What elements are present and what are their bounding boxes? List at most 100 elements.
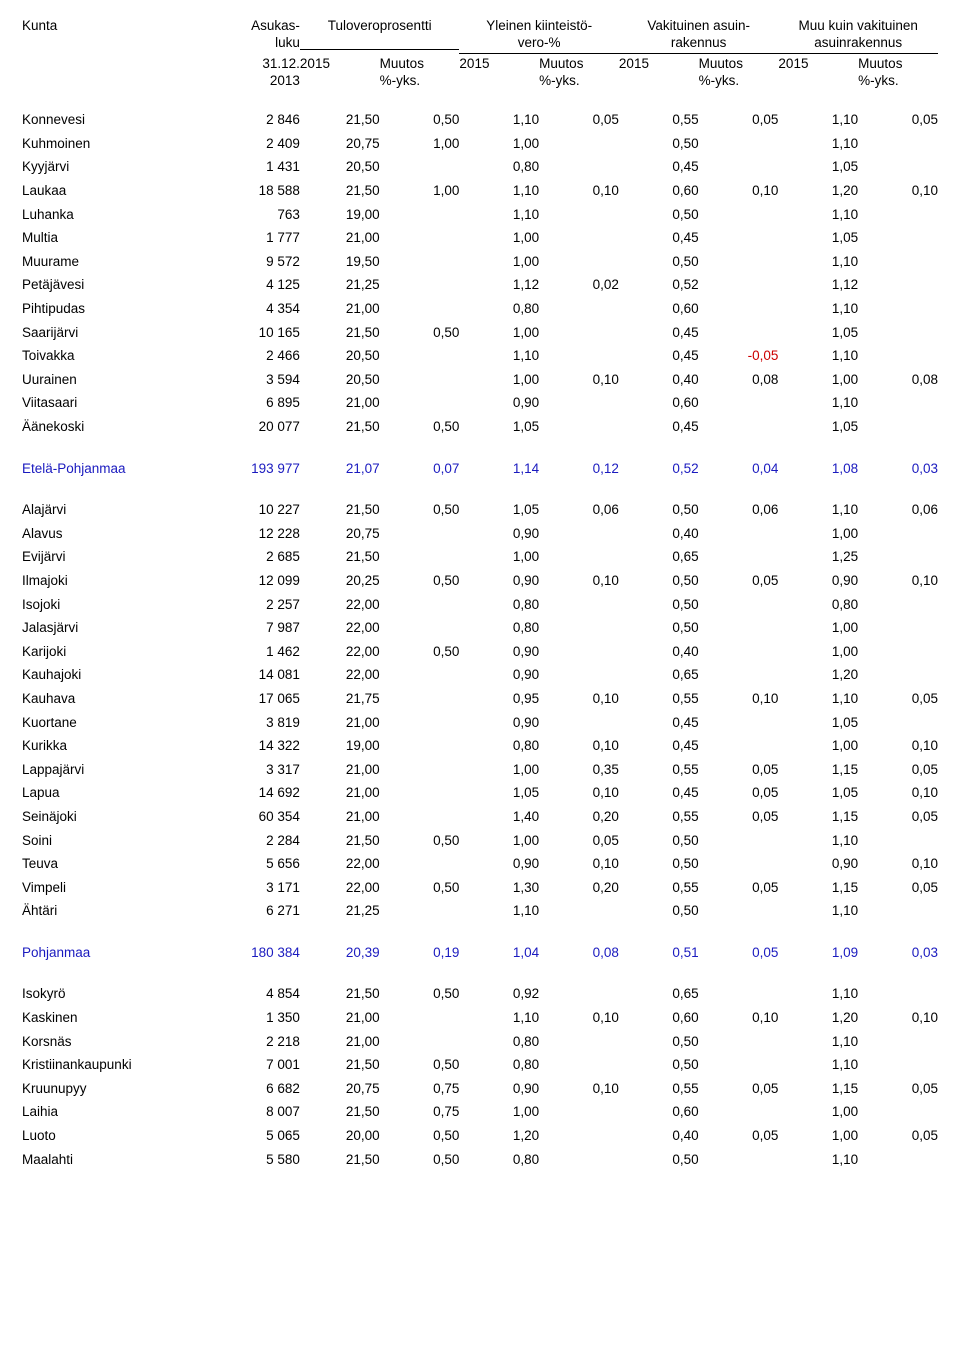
sub-muutos: Muutos (858, 56, 938, 73)
cell-value (699, 250, 779, 274)
cell-value: -0,05 (699, 344, 779, 368)
table-row: Konnevesi2 84621,500,501,100,050,550,051… (22, 108, 938, 132)
cell-value: 0,50 (380, 415, 460, 439)
cell-value (699, 1053, 779, 1077)
cell-value: 0,52 (619, 273, 699, 297)
cell-value: 1,14 (459, 456, 539, 480)
cell-value: 0,50 (619, 498, 699, 522)
cell-value: 0,05 (858, 1124, 938, 1148)
cell-value (380, 852, 460, 876)
cell-value (380, 368, 460, 392)
cell-value: 1,00 (778, 616, 858, 640)
cell-value: 1,00 (459, 757, 539, 781)
sub-yks: %-yks. (539, 73, 619, 90)
subheader-row-1: 31.12. 2015 Muutos 2015 Muutos 2015 Muut… (22, 56, 938, 73)
sub-2015: 2015 (619, 56, 699, 73)
cell-asukas: 2 466 (215, 344, 300, 368)
cell-kunta: Pihtipudas (22, 297, 215, 321)
cell-value: 0,52 (619, 456, 699, 480)
cell-value: 0,80 (459, 616, 539, 640)
table-row: Kuhmoinen2 40920,751,001,000,501,10 (22, 132, 938, 156)
cell-value (539, 202, 619, 226)
table-row: Kurikka14 32219,000,800,100,451,000,10 (22, 734, 938, 758)
cell-value: 21,00 (300, 757, 380, 781)
cell-value: 0,10 (539, 1006, 619, 1030)
cell-value (380, 687, 460, 711)
cell-value: 0,90 (459, 569, 539, 593)
region-row: Pohjanmaa180 38420,390,191,040,080,510,0… (22, 941, 938, 965)
cell-value: 0,60 (619, 1100, 699, 1124)
cell-value: 21,50 (300, 1147, 380, 1171)
cell-value (699, 616, 779, 640)
cell-kunta: Konnevesi (22, 108, 215, 132)
cell-value: 0,40 (619, 522, 699, 546)
cell-value: 0,90 (459, 710, 539, 734)
cell-value: 21,50 (300, 179, 380, 203)
cell-value: 0,50 (380, 108, 460, 132)
sub-2015: 2015 (778, 56, 858, 73)
table-row: Luoto5 06520,000,501,200,400,051,000,05 (22, 1124, 938, 1148)
cell-value: 0,07 (380, 456, 460, 480)
cell-value (699, 1147, 779, 1171)
cell-value: 0,60 (619, 1006, 699, 1030)
cell-value: 0,10 (858, 1006, 938, 1030)
cell-asukas: 5 580 (215, 1147, 300, 1171)
cell-value (858, 1147, 938, 1171)
sub-muutos: Muutos (380, 56, 460, 73)
table-row: Lappajärvi3 31721,001,000,350,550,051,15… (22, 757, 938, 781)
tax-table: Kunta Asukas- Tuloveroprosentti Yleinen … (22, 18, 938, 1171)
table-row: Kyyjärvi1 43120,500,800,451,05 (22, 155, 938, 179)
cell-value: 22,00 (300, 592, 380, 616)
cell-value: 0,10 (858, 734, 938, 758)
cell-value: 0,50 (619, 1147, 699, 1171)
cell-value: 19,00 (300, 734, 380, 758)
cell-value: 20,50 (300, 368, 380, 392)
table-row: Lapua14 69221,001,050,100,450,051,050,10 (22, 781, 938, 805)
cell-value: 1,10 (778, 1147, 858, 1171)
cell-value: 21,50 (300, 320, 380, 344)
cell-value: 1,05 (778, 781, 858, 805)
table-row: Isokyrö4 85421,500,500,920,651,10 (22, 982, 938, 1006)
sub-date: 31.12. (215, 56, 300, 73)
cell-kunta: Jalasjärvi (22, 616, 215, 640)
cell-kunta: Etelä-Pohjanmaa (22, 456, 215, 480)
cell-value: 0,10 (539, 569, 619, 593)
table-row: Jalasjärvi7 98722,000,800,501,00 (22, 616, 938, 640)
cell-value: 0,03 (858, 941, 938, 965)
cell-kunta: Lapua (22, 781, 215, 805)
cell-value: 1,00 (380, 132, 460, 156)
cell-value (380, 391, 460, 415)
cell-value: 1,05 (459, 498, 539, 522)
cell-value: 1,10 (459, 899, 539, 923)
cell-value: 1,05 (778, 415, 858, 439)
cell-value: 0,06 (539, 498, 619, 522)
cell-value: 20,00 (300, 1124, 380, 1148)
cell-value: 1,00 (459, 226, 539, 250)
cell-value: 1,40 (459, 805, 539, 829)
cell-asukas: 1 431 (215, 155, 300, 179)
cell-value: 0,50 (380, 1147, 460, 1171)
cell-value: 0,10 (699, 179, 779, 203)
cell-value: 0,45 (619, 155, 699, 179)
cell-value: 21,00 (300, 805, 380, 829)
cell-asukas: 180 384 (215, 941, 300, 965)
cell-value: 1,20 (778, 663, 858, 687)
cell-value: 1,00 (778, 1100, 858, 1124)
cell-value: 0,20 (539, 875, 619, 899)
cell-value (858, 545, 938, 569)
cell-value (539, 226, 619, 250)
table-row: Ilmajoki12 09920,250,500,900,100,500,050… (22, 569, 938, 593)
cell-value: 1,00 (778, 734, 858, 758)
table-row: Kaskinen1 35021,001,100,100,600,101,200,… (22, 1006, 938, 1030)
cell-value (858, 1053, 938, 1077)
cell-value: 1,15 (778, 757, 858, 781)
cell-value: 1,15 (778, 1077, 858, 1101)
cell-value: 0,50 (619, 828, 699, 852)
cell-value: 0,60 (619, 179, 699, 203)
cell-value (858, 132, 938, 156)
cell-value: 21,00 (300, 781, 380, 805)
cell-value: 22,00 (300, 875, 380, 899)
cell-value: 0,08 (539, 941, 619, 965)
cell-value (699, 899, 779, 923)
cell-value: 0,40 (619, 1124, 699, 1148)
